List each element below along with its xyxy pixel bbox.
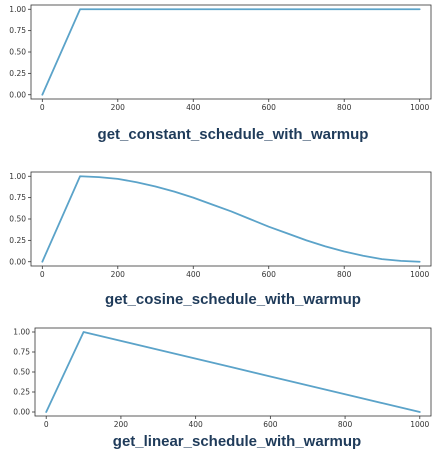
y-tick-label: 0.00	[9, 257, 26, 266]
x-tick-label: 400	[188, 420, 203, 429]
y-tick-label: 0.25	[9, 69, 26, 78]
x-tick-label: 1000	[410, 420, 429, 429]
constant-schedule-chart: 0.00 0.25 0.50 0.75 1.00 0 200 400 600 800 1000 get…	[0, 0, 446, 150]
y-tick-label: 0.75	[9, 193, 26, 202]
chart-title: get_linear_schedule_with_warmup	[113, 433, 361, 450]
x-tick-label: 800	[337, 103, 352, 112]
x-tick-label: 600	[263, 420, 278, 429]
x-tick-label: 800	[337, 270, 352, 279]
plot-frame	[31, 5, 431, 99]
x-tick-label: 400	[186, 103, 201, 112]
y-tick-label: 0.50	[9, 48, 26, 57]
y-tick-label: 1.00	[9, 172, 26, 181]
x-tick-label: 0	[40, 270, 45, 279]
y-tick-label: 0.50	[9, 215, 26, 224]
y-tick-label: 0.00	[13, 408, 30, 417]
linear-schedule-chart: 0.00 0.25 0.50 0.75 1.00 0 200 400 600 800 1000 get…	[0, 318, 446, 458]
x-tick-label: 1000	[410, 103, 429, 112]
x-tick-label: 0	[40, 103, 45, 112]
y-tick-label: 0.50	[13, 368, 30, 377]
x-tick-label: 800	[338, 420, 353, 429]
x-tick-label: 1000	[410, 270, 429, 279]
x-tick-label: 0	[44, 420, 49, 429]
y-tick-label: 0.25	[9, 236, 26, 245]
y-tick-label: 1.00	[13, 328, 30, 337]
plot-frame	[31, 172, 431, 266]
y-tick-label: 0.00	[9, 90, 26, 99]
x-tick-label: 600	[262, 103, 277, 112]
x-tick-label: 600	[262, 270, 277, 279]
y-tick-label: 0.75	[13, 348, 30, 357]
x-tick-label: 200	[114, 420, 129, 429]
x-tick-label: 400	[186, 270, 201, 279]
chart-title: get_constant_schedule_with_warmup	[98, 126, 369, 143]
plot-frame	[35, 328, 431, 416]
x-tick-label: 200	[111, 103, 126, 112]
y-tick-label: 0.75	[9, 26, 26, 35]
x-tick-label: 200	[111, 270, 126, 279]
cosine-schedule-chart: 0.00 0.25 0.50 0.75 1.00 0 200 400 600 800 1000 get…	[0, 162, 446, 322]
y-tick-label: 0.25	[13, 388, 30, 397]
y-tick-label: 1.00	[9, 5, 26, 14]
chart-title: get_cosine_schedule_with_warmup	[105, 291, 361, 308]
